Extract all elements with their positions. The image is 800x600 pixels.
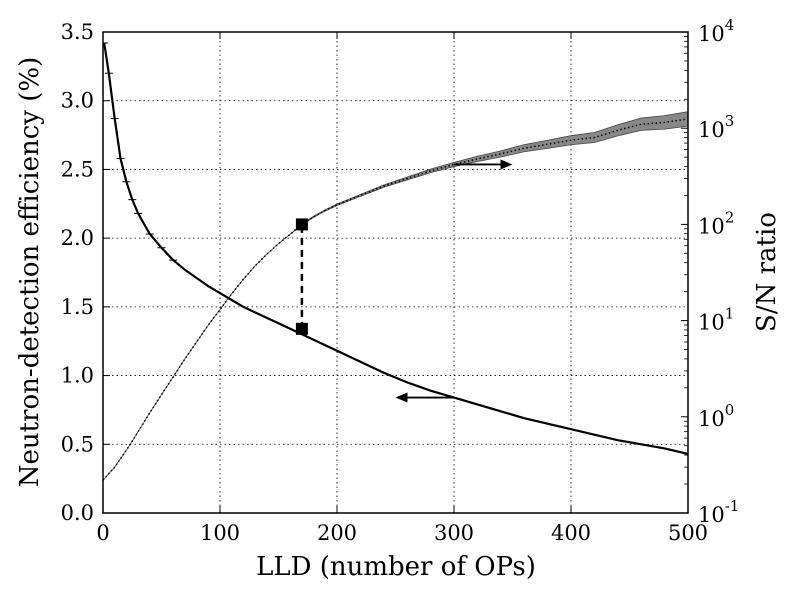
lld-square-marker <box>295 322 308 335</box>
y-right-tick-label: 100 <box>698 401 734 431</box>
ticks <box>102 31 689 514</box>
y-right-tick-base: 10 <box>698 503 725 527</box>
y-right-tick-base: 10 <box>698 407 725 431</box>
x-tick-label: 100 <box>200 521 240 545</box>
y-left-tick-label: 1.5 <box>61 295 94 319</box>
tick-labels: 0 100 200 300 400 5000.00.51.01.52.02.53.03.5… <box>61 16 740 545</box>
y-right-tick-base: 10 <box>698 22 725 46</box>
y-right-tick-exponent: 1 <box>725 305 735 323</box>
y-right-tick-exponent: 0 <box>725 401 735 419</box>
y-right-tick-base: 10 <box>698 118 725 142</box>
y-right-tick-base: 10 <box>698 214 725 238</box>
annotation-layer <box>295 159 513 403</box>
y-right-tick-label: 104 <box>698 16 734 46</box>
y-right-tick-exponent: 2 <box>725 208 735 226</box>
y-right-tick-label: 101 <box>698 305 734 335</box>
x-tick-label: 500 <box>668 521 708 545</box>
y-right-tick-label: 10-1 <box>698 497 739 527</box>
y-left-tick-label: 2.5 <box>61 157 94 181</box>
left-axis-arrowhead <box>395 392 408 403</box>
y-left-tick-label: 3.5 <box>61 20 94 44</box>
y-right-tick-base: 10 <box>698 311 725 335</box>
x-tick-label: 300 <box>434 521 474 545</box>
lld-square-marker <box>295 218 308 231</box>
grid <box>103 32 688 513</box>
right-axis-arrowhead <box>500 159 513 170</box>
sn-uncertainty-band <box>103 111 688 481</box>
left-axis-title: Neutron-detection efficiency (%) <box>15 57 45 488</box>
y-right-tick-label: 102 <box>698 208 734 238</box>
y-right-tick-label: 103 <box>698 112 734 142</box>
x-tick-label: 0 <box>96 521 109 545</box>
efficiency-line <box>103 42 688 455</box>
x-tick-label: 200 <box>317 521 357 545</box>
y-left-tick-label: 0.0 <box>61 501 94 525</box>
y-left-tick-label: 2.0 <box>61 226 94 250</box>
y-left-tick-label: 3.0 <box>61 89 94 113</box>
right-axis-title: S/N ratio <box>752 212 782 332</box>
y-right-tick-exponent: 4 <box>725 16 735 34</box>
y-left-tick-label: 0.5 <box>61 432 94 456</box>
y-right-tick-exponent: 3 <box>725 112 735 130</box>
sn-uncertainty-band-layer <box>103 111 688 481</box>
x-axis-title: LLD (number of OPs) <box>256 552 536 582</box>
plot-frame <box>102 31 689 514</box>
y-right-tick-exponent: -1 <box>725 497 740 515</box>
x-tick-label: 400 <box>551 521 591 545</box>
y-left-tick-label: 1.0 <box>61 364 94 388</box>
